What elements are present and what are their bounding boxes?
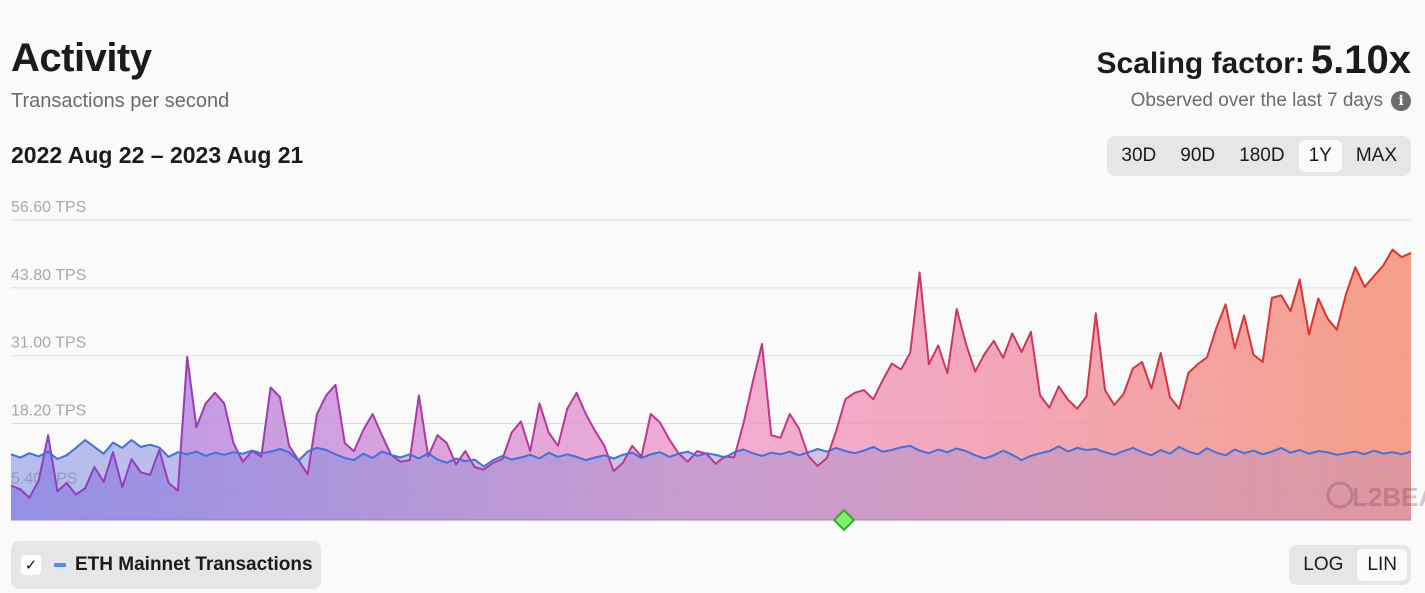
page-subtitle: Transactions per second: [11, 90, 230, 112]
page-title: Activity: [11, 36, 152, 80]
legend-eth-mainnet[interactable]: ✓ ETH Mainnet Transactions: [11, 541, 321, 589]
observed-period: Observed over the last 7 days i: [1131, 90, 1411, 112]
legend-swatch: [54, 563, 66, 567]
time-range-selector: 30D 90D 180D 1Y MAX: [1107, 136, 1411, 176]
range-max[interactable]: MAX: [1355, 145, 1397, 166]
timeline-marker[interactable]: [832, 508, 856, 532]
scale-toggle: LOG LIN: [1289, 545, 1411, 585]
scale-lin[interactable]: LIN: [1357, 549, 1407, 581]
range-90d[interactable]: 90D: [1180, 145, 1216, 166]
y-tick-label: 18.20 TPS: [11, 403, 86, 420]
observed-text: Observed over the last 7 days: [1130, 90, 1383, 111]
info-icon[interactable]: i: [1391, 91, 1411, 111]
scale-log[interactable]: LOG: [1303, 554, 1344, 575]
date-range: 2022 Aug 22 – 2023 Aug 21: [11, 142, 304, 168]
y-tick-label: 43.80 TPS: [11, 267, 86, 284]
watermark-text: L2BEAT: [1352, 482, 1425, 512]
eth-area: [11, 440, 1411, 520]
range-180d[interactable]: 180D: [1239, 145, 1285, 166]
l2-line: [10, 248, 1412, 499]
legend-checkbox[interactable]: ✓: [21, 555, 41, 575]
scaling-factor-value: 5.10x: [1310, 38, 1411, 82]
y-tick-label: 56.60 TPS: [11, 199, 86, 216]
scaling-factor-label: Scaling factor:: [1096, 47, 1305, 80]
scaling-factor: Scaling factor: 5.10x: [1097, 38, 1411, 83]
l2beat-watermark: L2BEAT: [1326, 481, 1425, 512]
eth-line: [10, 439, 1412, 468]
y-tick-label: 31.00 TPS: [11, 335, 86, 352]
range-30d[interactable]: 30D: [1121, 145, 1157, 166]
legend-label: ETH Mainnet Transactions: [75, 554, 313, 575]
range-1y[interactable]: 1Y: [1298, 140, 1342, 172]
